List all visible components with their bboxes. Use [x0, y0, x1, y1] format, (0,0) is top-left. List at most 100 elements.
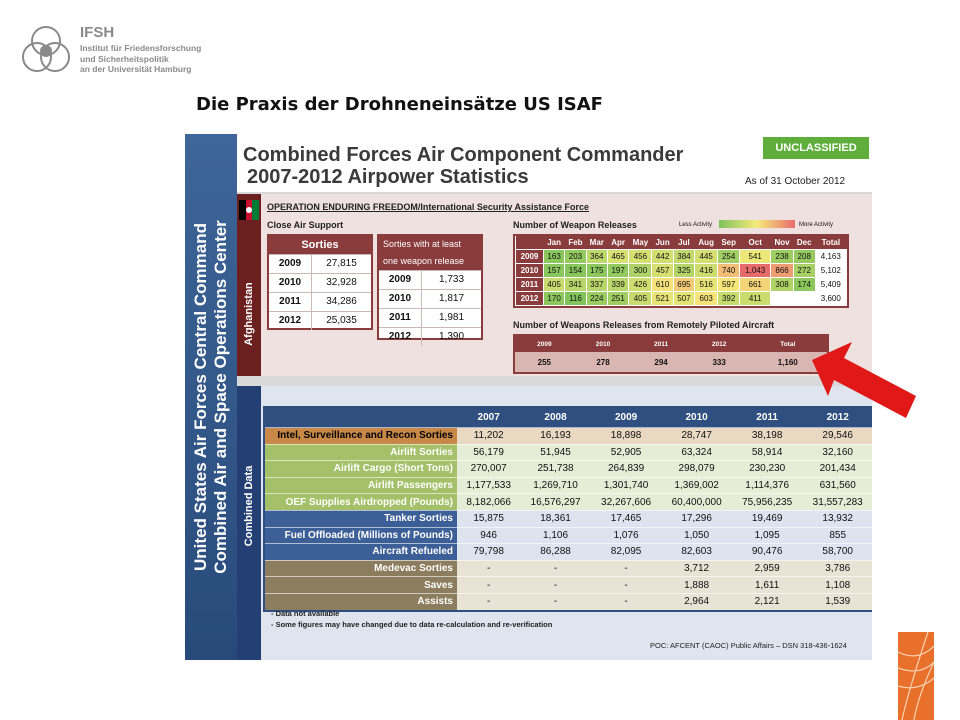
data-cell: -: [520, 592, 591, 610]
release-cell: [770, 291, 794, 306]
month-header: Nov: [770, 236, 794, 250]
row-year: 2011: [515, 277, 544, 292]
row-year: 2011: [379, 309, 422, 327]
rpa-year-header: 2012: [689, 336, 749, 352]
data-cell: -: [457, 559, 521, 577]
data-cell: 230,230: [731, 460, 803, 478]
table-row: Saves - - -1,888 1,611 1,108: [265, 576, 872, 594]
release-cell: 1,043: [739, 263, 772, 278]
cas-title: Close Air Support: [267, 220, 344, 230]
data-cell: 32,267,606: [590, 493, 662, 511]
month-header: Aug: [694, 236, 718, 250]
data-cell: 82,603: [661, 543, 732, 561]
release-cell: 341: [564, 277, 587, 292]
weapon-releases-body: 2009 163 203 364 465 456 442 384 445 254 541 238 208…: [515, 249, 848, 306]
release-cell: 610: [651, 277, 674, 292]
footnote: - Some figures may have changed due to d…: [271, 620, 553, 629]
month-header: Feb: [564, 236, 587, 250]
release-cell: 456: [628, 249, 653, 264]
release-cell: 866: [770, 263, 794, 278]
data-cell: -: [590, 576, 662, 594]
red-arrow-icon: [812, 342, 916, 418]
afghanistan-flag-icon: [239, 200, 259, 220]
org-subtitle-line: an der Universität Hamburg: [80, 64, 192, 74]
data-cell: 18,361: [520, 509, 591, 528]
data-cell: 946: [457, 526, 521, 544]
row-label: Medevac Sorties: [265, 559, 457, 577]
row-label: Airlift Cargo (Short Tons): [265, 460, 457, 478]
sorties-header: Sorties: [269, 236, 371, 254]
statistics-panel: United States Air Forces Central Command…: [185, 134, 872, 660]
ifsh-logo-icon: [22, 26, 70, 72]
table-row: 2011 34,286: [269, 292, 371, 311]
row-year: 2010: [269, 274, 312, 292]
weapon-releases-header-row: Jan Feb Mar Apr May Jun Jul Aug Sep Oct Nov Dec Tota…: [515, 236, 847, 250]
row-value: 1,733: [438, 274, 465, 285]
data-cell: -: [520, 559, 591, 577]
release-cell: 740: [717, 263, 741, 278]
release-cell: 426: [628, 277, 653, 292]
month-header: Sep: [717, 236, 740, 250]
data-cell: 1,539: [802, 592, 872, 610]
rpa-value-row: 255 278 294 333 1,160: [515, 352, 827, 372]
weapon-releases-table: Jan Feb Mar Apr May Jun Jul Aug Sep Oct Nov Dec Tota…: [513, 234, 849, 308]
rpa-year-header: 2011: [632, 336, 690, 352]
slide-title: Die Praxis der Drohneneinsätze US ISAF: [196, 94, 603, 115]
sorties-weapon-header: Sorties with at least one weapon release: [379, 236, 481, 270]
row-label: Airlift Sorties: [265, 443, 457, 461]
header-line: Sorties with at least: [383, 239, 462, 249]
data-cell: 1,611: [731, 576, 803, 594]
data-cell: 15,875: [457, 509, 521, 528]
row-label: Assists: [265, 592, 457, 610]
sidebar-line: Combined Air and Space Operations Center: [211, 220, 230, 574]
row-year: 2009: [515, 249, 544, 264]
month-header: Total: [815, 236, 847, 250]
release-cell: 339: [606, 277, 630, 292]
release-cell: 116: [564, 291, 587, 306]
release-cell: 254: [717, 249, 741, 264]
release-cell: 416: [694, 263, 719, 278]
data-cell: 19,469: [731, 509, 803, 528]
month-header: Mar: [586, 236, 608, 250]
row-year: 2011: [269, 293, 312, 311]
release-cell: 224: [585, 291, 608, 306]
afghanistan-label: Afghanistan: [243, 282, 255, 346]
data-cell: 1,106: [520, 526, 591, 544]
table-row: 2010 1,817: [379, 289, 481, 308]
data-cell: 16,576,297: [520, 493, 591, 511]
data-cell: 1,050: [661, 526, 732, 544]
release-cell: [792, 291, 816, 306]
table-row: Airlift Sorties 56,179 51,945 52,905 63,324 5…: [265, 443, 872, 461]
data-cell: 58,914: [731, 443, 803, 461]
month-header: May: [628, 236, 652, 250]
table-row: Medevac Sorties - - -3,712 2,959 3,786: [265, 559, 872, 577]
rpa-value: 294: [654, 357, 668, 367]
table-row: 2012 25,035: [269, 311, 371, 330]
rpa-header-row: 2009 2010 2011 2012 Total: [515, 336, 827, 352]
row-year: 2012: [515, 291, 544, 306]
release-cell: 5,102: [814, 263, 848, 278]
data-cell: 56,179: [457, 443, 521, 461]
panel-title: Combined Forces Air Component Commander: [243, 144, 684, 166]
row-label: OEF Supplies Airdropped (Pounds): [265, 493, 457, 511]
rpa-title: Number of Weapons Releases from Remotely…: [513, 320, 775, 330]
as-of-date: As of 31 October 2012: [745, 176, 846, 187]
data-cell: 1,076: [590, 526, 662, 544]
row-year: 2012: [379, 328, 422, 346]
row-year: 2010: [515, 263, 544, 278]
command-sidebar: United States Air Forces Central Command…: [185, 134, 237, 660]
row-value: 1,390: [438, 331, 465, 342]
data-cell: 298,079: [661, 460, 732, 478]
release-cell: 208: [792, 249, 816, 264]
release-cell: 325: [672, 263, 696, 278]
data-cell: 17,296: [661, 509, 732, 528]
row-year: 2009: [269, 255, 312, 273]
data-cell: -: [590, 559, 662, 577]
table-row: 2009 163 203 364 465 456 442 384 445 254 541 238 208…: [515, 249, 848, 264]
rpa-value: 278: [596, 357, 610, 367]
data-cell: -: [457, 592, 521, 610]
data-cell: 1,095: [731, 526, 803, 544]
release-cell: 695: [672, 277, 696, 292]
data-cell: 75,956,235: [731, 493, 803, 511]
activity-legend-gradient: [719, 220, 795, 228]
